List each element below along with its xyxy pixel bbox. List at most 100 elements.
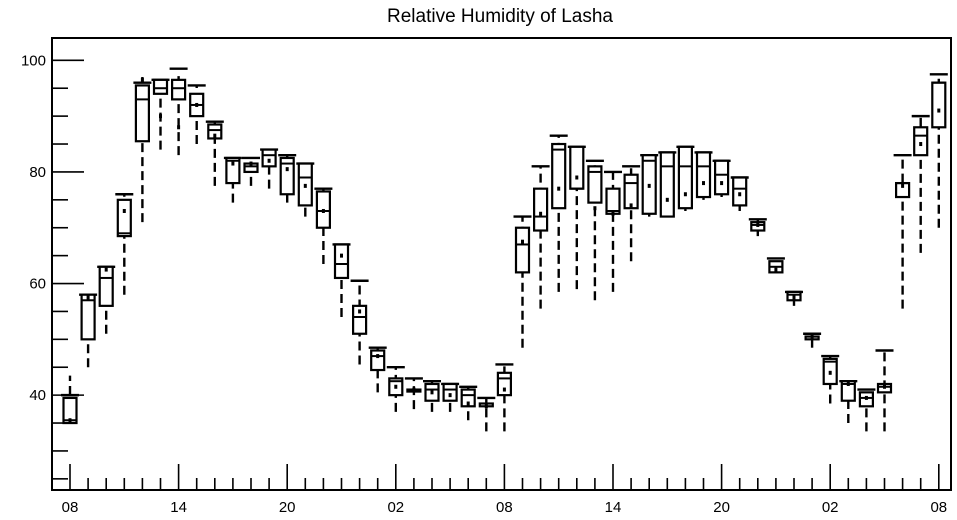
box-36: [712, 159, 731, 198]
mean-marker: [575, 175, 579, 180]
box-body: [279, 156, 295, 196]
mean-marker: [756, 222, 760, 227]
mean-marker: [792, 295, 796, 300]
box-14: [314, 187, 333, 264]
mean-marker: [774, 267, 778, 272]
box-body: [587, 165, 603, 204]
box-body: [514, 226, 531, 274]
box-40: [785, 290, 803, 306]
mean-marker: [846, 381, 850, 386]
x-tick-label: 14: [605, 499, 622, 516]
box-body: [62, 396, 78, 425]
mean-marker: [702, 181, 705, 186]
mean-marker: [557, 186, 561, 191]
mean-marker: [448, 393, 452, 398]
box-body: [569, 145, 585, 190]
box-body: [370, 349, 386, 372]
mean-marker: [919, 142, 923, 147]
box-13: [296, 162, 315, 217]
box-34: [676, 145, 695, 211]
box-5: [151, 78, 170, 150]
box-body: [80, 293, 96, 341]
x-tick-label: 08: [62, 499, 79, 516]
mean-marker: [901, 183, 905, 188]
boxes: [61, 67, 948, 432]
x-tick-label: 02: [822, 499, 839, 516]
box-11: [260, 148, 279, 189]
mean-marker: [303, 183, 307, 188]
box-body: [333, 243, 350, 280]
box-38: [748, 218, 767, 237]
box-body: [171, 78, 187, 101]
mean-marker: [539, 211, 543, 216]
box-body: [207, 123, 223, 140]
mean-marker: [810, 334, 814, 339]
mean-marker: [430, 390, 434, 395]
y-tick-label: 80: [29, 164, 46, 181]
box-body: [713, 159, 730, 196]
box-body: [623, 173, 639, 210]
box-27: [549, 134, 568, 292]
box-body: [677, 145, 694, 210]
box-body: [732, 176, 748, 207]
box-body: [460, 388, 476, 408]
box-23: [477, 396, 496, 432]
mean-marker: [159, 114, 162, 119]
box-35: [694, 151, 713, 200]
box-3: [115, 193, 134, 295]
box-7: [187, 84, 206, 145]
box-18: [386, 366, 405, 412]
box-31: [622, 165, 641, 262]
y-tick-label: 100: [21, 52, 46, 69]
box-8: [205, 118, 224, 186]
mean-marker: [883, 384, 886, 389]
box-body: [496, 371, 512, 397]
mean-marker: [249, 161, 253, 166]
box-41: [803, 332, 822, 348]
mean-marker: [104, 267, 108, 272]
box-19: [404, 377, 423, 410]
box-17: [368, 346, 387, 393]
box-42: [821, 354, 840, 404]
box-body: [98, 265, 114, 307]
box-body: [134, 84, 150, 143]
box-20: [423, 379, 441, 412]
x-tick-label: 14: [170, 499, 187, 516]
mean-marker: [484, 404, 488, 409]
mean-marker: [864, 395, 868, 400]
mean-marker: [611, 211, 615, 216]
x-tick-label: 08: [930, 499, 947, 516]
plot-frame: [51, 37, 952, 491]
mean-marker: [683, 192, 687, 197]
box-15: [332, 243, 351, 318]
box-12: [278, 153, 297, 203]
box-43: [839, 379, 858, 424]
box-25: [513, 215, 532, 348]
box-body: [225, 156, 241, 185]
box-29: [585, 159, 604, 301]
box-2: [97, 265, 116, 334]
mean-marker: [86, 295, 90, 300]
box-44: [857, 388, 876, 432]
chart-title: Relative Humidity of Lasha: [387, 6, 613, 27]
mean-marker: [629, 203, 633, 208]
box-22: [459, 385, 478, 421]
box-45: [875, 349, 894, 432]
mean-marker: [502, 387, 506, 392]
mean-marker: [122, 208, 126, 213]
x-tick-label: 20: [279, 499, 296, 516]
mean-marker: [376, 354, 380, 359]
box-6: [169, 67, 188, 156]
box-9: [223, 156, 242, 203]
box-body: [913, 126, 929, 157]
box-body: [551, 142, 567, 210]
box-body: [352, 304, 368, 335]
mean-marker: [213, 133, 217, 138]
box-32: [640, 153, 659, 217]
mean-marker: [521, 239, 524, 244]
mean-marker: [828, 370, 832, 375]
box-body: [116, 198, 132, 238]
box-24: [495, 363, 514, 432]
box-body: [261, 148, 277, 168]
